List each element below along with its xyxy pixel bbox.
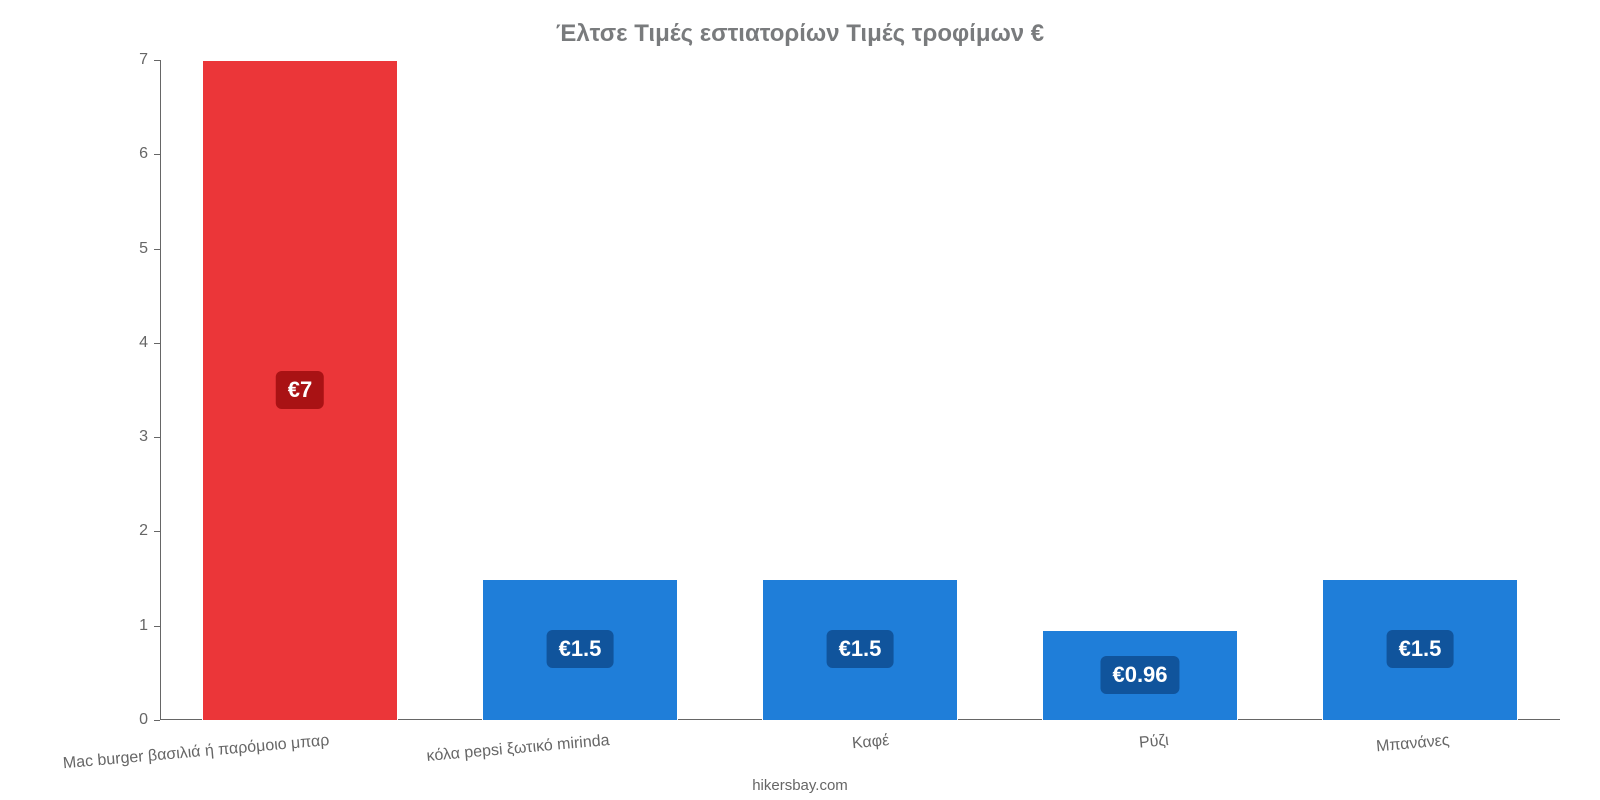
y-tick-label: 7 (88, 51, 148, 69)
y-tick-label: 1 (88, 617, 148, 635)
bar-value-label: €7 (276, 371, 324, 409)
y-tick-label: 0 (88, 711, 148, 729)
bar-value-label: €0.96 (1100, 656, 1179, 694)
x-tick-label: Καφέ (852, 732, 891, 753)
price-bar-chart: Έλτσε Τιμές εστιατορίων Τιμές τροφίμων €… (0, 0, 1600, 800)
y-tick-label: 3 (88, 428, 148, 446)
y-tick-label: 5 (88, 240, 148, 258)
bar-value-label: €1.5 (547, 630, 614, 668)
y-tick (154, 531, 160, 532)
bar-value-label: €1.5 (1387, 630, 1454, 668)
y-tick (154, 343, 160, 344)
plot-area: €7€1.5€1.5€0.96€1.5 01234567Mac burger β… (160, 60, 1560, 720)
y-tick-label: 6 (88, 145, 148, 163)
x-tick-label: Ρύζι (1139, 732, 1170, 753)
x-tick-label: κόλα pepsi ξωτικό mirinda (426, 732, 610, 766)
y-tick-label: 4 (88, 334, 148, 352)
bars-container: €7 €1.5 €1.5 €0.96 €1.5 (160, 60, 1560, 720)
bar-value-label: €1.5 (827, 630, 894, 668)
x-tick-label: Mac burger βασιλιά ή παρόμοιο μπαρ (63, 732, 331, 773)
y-tick (154, 720, 160, 721)
chart-title: Έλτσε Τιμές εστιατορίων Τιμές τροφίμων € (0, 20, 1600, 48)
x-tick-label: Μπανάνες (1376, 732, 1451, 756)
y-tick (154, 60, 160, 61)
attribution-text: hikersbay.com (0, 777, 1600, 794)
y-tick-label: 2 (88, 522, 148, 540)
y-tick (154, 249, 160, 250)
y-tick (154, 154, 160, 155)
y-tick (154, 626, 160, 627)
y-tick (154, 437, 160, 438)
